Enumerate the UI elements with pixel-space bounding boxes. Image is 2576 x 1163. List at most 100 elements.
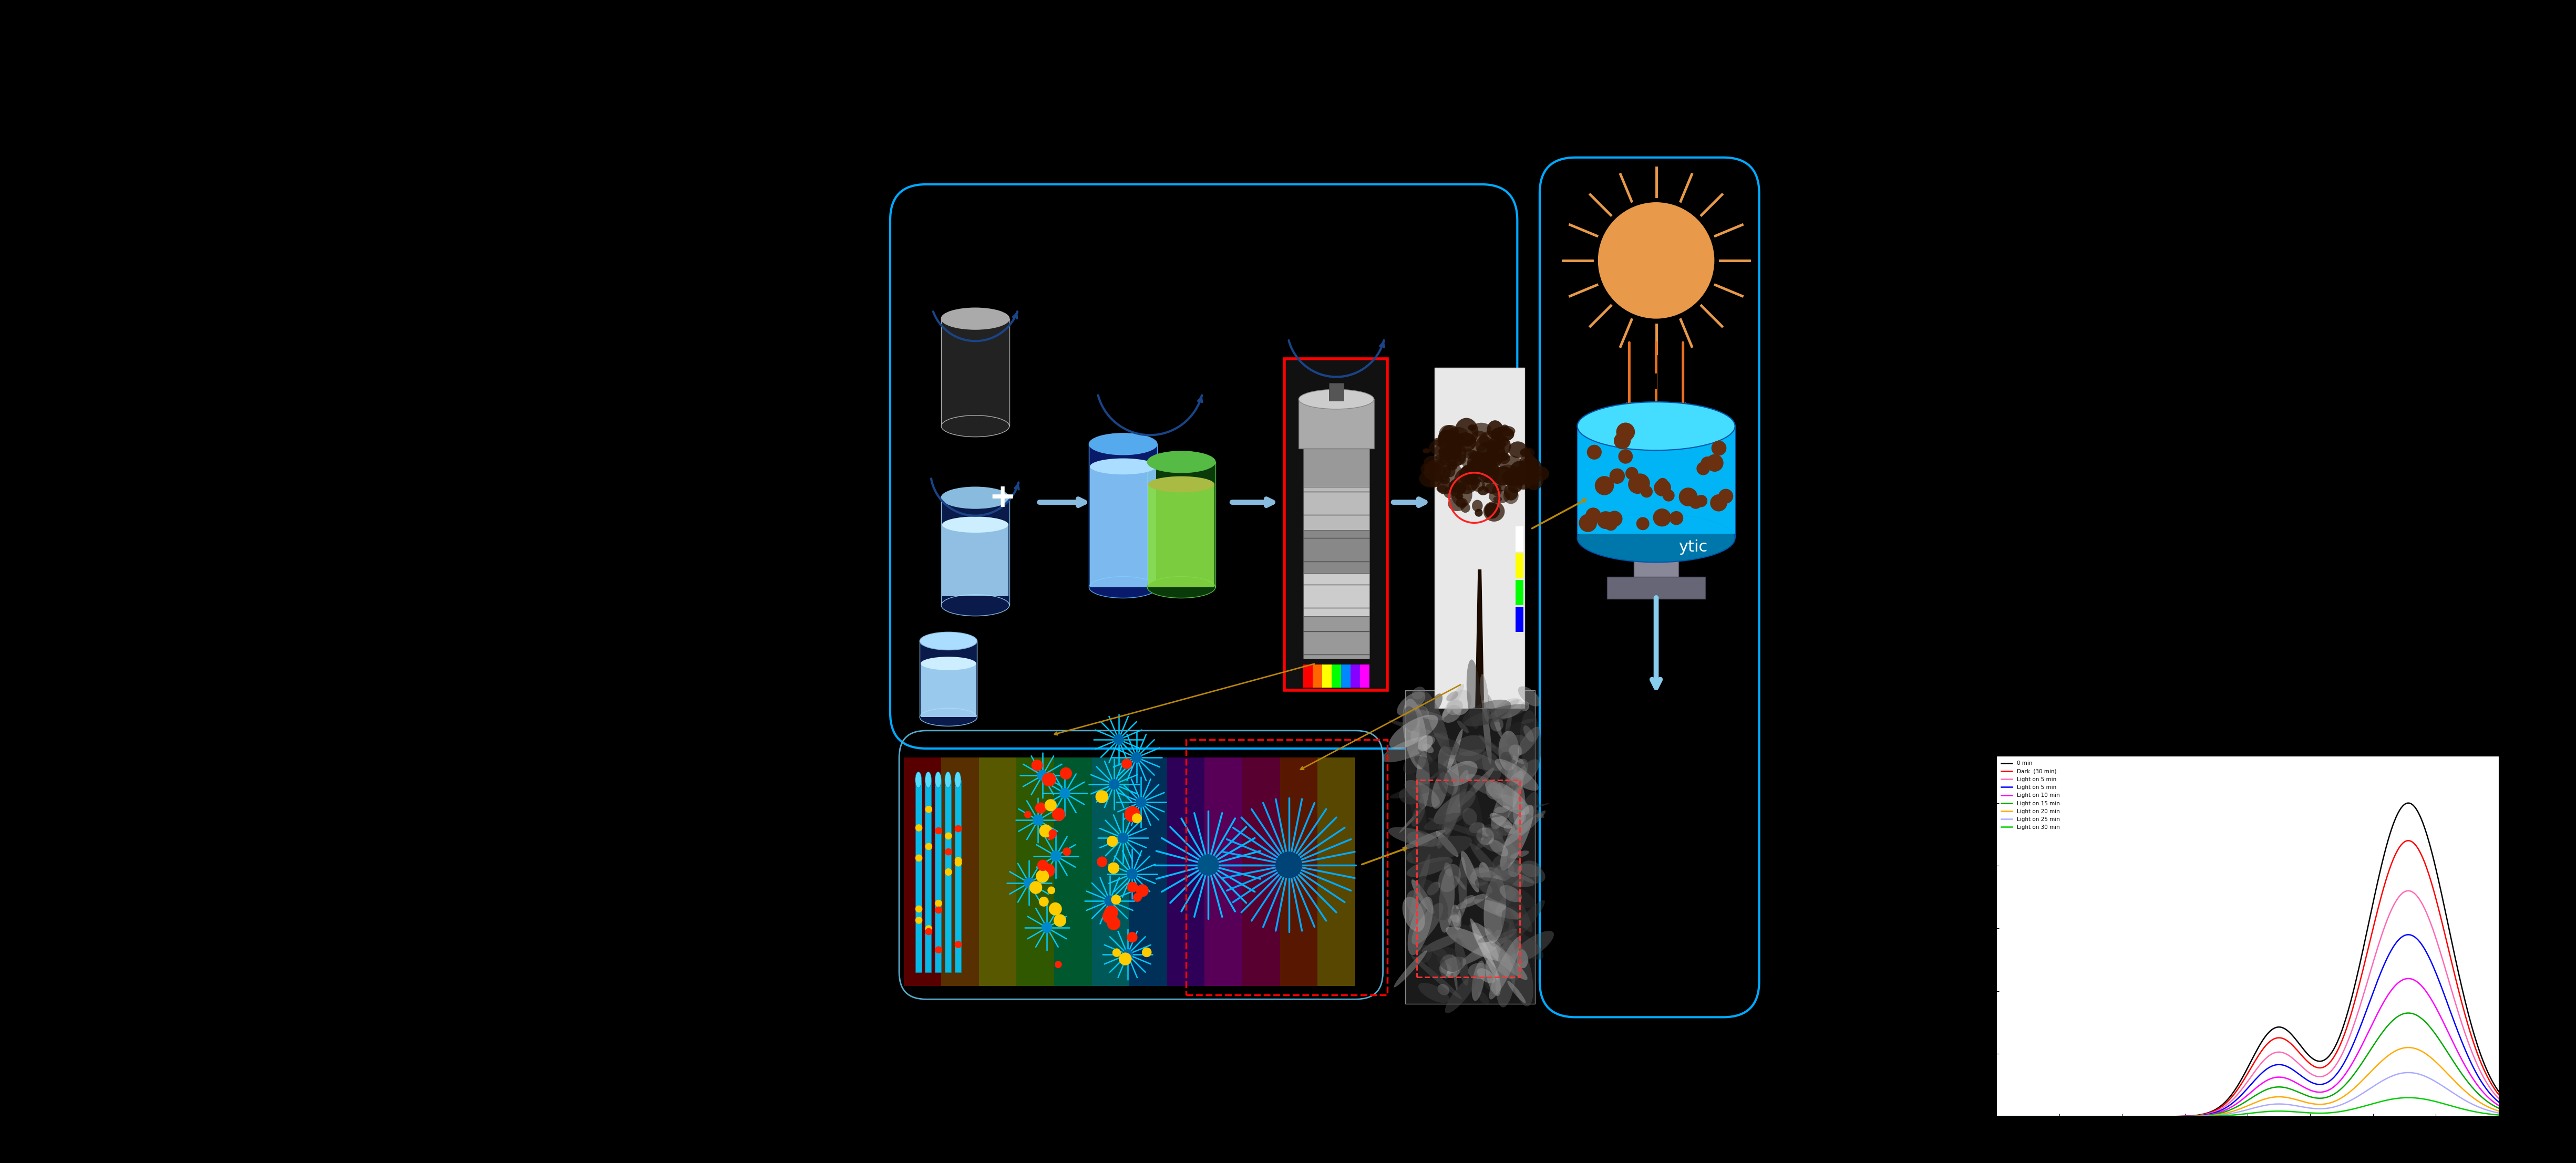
Ellipse shape: [1440, 955, 1461, 978]
Ellipse shape: [1507, 478, 1522, 493]
Ellipse shape: [1476, 828, 1494, 844]
Bar: [1515, 554, 1522, 578]
Bar: [1303, 616, 1370, 659]
Ellipse shape: [1388, 720, 1450, 740]
Bar: [1242, 757, 1280, 986]
Ellipse shape: [1425, 692, 1450, 754]
Circle shape: [1628, 475, 1646, 494]
Line: Light on 20 min: Light on 20 min: [1996, 1048, 2499, 1116]
Light on 5 min: [1981, 1110, 2012, 1123]
Circle shape: [1118, 833, 1128, 843]
Circle shape: [1136, 884, 1149, 897]
Light on 20 min: [2277, 1092, 2308, 1106]
Ellipse shape: [1435, 444, 1453, 461]
Circle shape: [1597, 512, 1615, 529]
Ellipse shape: [1406, 849, 1414, 863]
Ellipse shape: [1417, 705, 1430, 718]
Ellipse shape: [1577, 514, 1736, 562]
Circle shape: [1636, 518, 1649, 530]
Light on 5 min: [2406, 896, 2437, 909]
Ellipse shape: [1146, 577, 1216, 598]
Ellipse shape: [1494, 821, 1515, 836]
Light on 20 min: [1984, 1110, 2014, 1123]
Ellipse shape: [1504, 825, 1515, 834]
Ellipse shape: [1492, 855, 1507, 868]
Circle shape: [935, 947, 943, 954]
Ellipse shape: [1440, 426, 1455, 444]
Ellipse shape: [1507, 469, 1522, 483]
Ellipse shape: [1484, 876, 1507, 943]
Light on 15 min: [2437, 1055, 2468, 1069]
Ellipse shape: [1430, 946, 1448, 957]
Circle shape: [1695, 494, 1708, 507]
Circle shape: [1669, 511, 1682, 525]
Ellipse shape: [1458, 857, 1466, 912]
Ellipse shape: [1479, 880, 1492, 893]
Ellipse shape: [1494, 806, 1510, 813]
Ellipse shape: [1445, 443, 1461, 461]
Ellipse shape: [1394, 950, 1427, 987]
Ellipse shape: [1450, 690, 1471, 715]
Circle shape: [1597, 202, 1716, 319]
Ellipse shape: [1484, 961, 1507, 991]
Ellipse shape: [1430, 440, 1453, 456]
Ellipse shape: [1437, 479, 1453, 494]
Ellipse shape: [1479, 935, 1528, 980]
Ellipse shape: [1471, 422, 1492, 436]
Bar: [1406, 691, 1535, 1004]
Ellipse shape: [1412, 686, 1425, 699]
Bar: [935, 780, 940, 972]
Light on 30 min: [1981, 1110, 2012, 1123]
Light on 5 min: [2287, 1071, 2318, 1085]
Ellipse shape: [1520, 701, 1530, 712]
Ellipse shape: [1499, 730, 1520, 771]
Ellipse shape: [940, 415, 1010, 437]
Ellipse shape: [1473, 868, 1499, 882]
Ellipse shape: [1520, 448, 1535, 458]
Circle shape: [1038, 859, 1048, 871]
Ellipse shape: [1476, 877, 1535, 908]
Dark  (30 min): [2406, 848, 2437, 862]
Ellipse shape: [1494, 759, 1538, 791]
Ellipse shape: [1473, 823, 1499, 847]
Light on 10 min: [2280, 1076, 2311, 1090]
Ellipse shape: [925, 772, 933, 787]
Circle shape: [1641, 485, 1654, 498]
Ellipse shape: [1437, 864, 1461, 892]
Ellipse shape: [1486, 484, 1497, 493]
Ellipse shape: [1494, 929, 1520, 979]
Circle shape: [1051, 850, 1061, 862]
Polygon shape: [940, 498, 1010, 605]
Circle shape: [1589, 447, 1602, 457]
Ellipse shape: [1461, 779, 1484, 846]
Circle shape: [945, 869, 953, 876]
Circle shape: [1605, 518, 1618, 530]
Circle shape: [925, 925, 933, 933]
Ellipse shape: [1497, 722, 1522, 748]
Ellipse shape: [956, 772, 961, 787]
Ellipse shape: [1417, 752, 1430, 809]
Ellipse shape: [1479, 927, 1520, 943]
Circle shape: [1108, 779, 1121, 790]
Ellipse shape: [1445, 431, 1461, 449]
Ellipse shape: [1458, 465, 1479, 485]
Ellipse shape: [1484, 502, 1499, 519]
0 min: [1981, 1110, 2012, 1123]
Ellipse shape: [1445, 770, 1468, 835]
Light on 20 min: [2287, 1094, 2318, 1108]
Ellipse shape: [1463, 808, 1476, 826]
Light on 5 min: [2483, 1096, 2514, 1110]
Ellipse shape: [1463, 700, 1512, 727]
Ellipse shape: [1149, 477, 1213, 492]
Ellipse shape: [1425, 468, 1437, 479]
Ellipse shape: [1473, 451, 1484, 465]
Ellipse shape: [1450, 483, 1473, 507]
Dark  (30 min): [2483, 1087, 2514, 1101]
Ellipse shape: [1468, 822, 1484, 833]
Light on 25 min: [2483, 1106, 2514, 1120]
Ellipse shape: [1448, 914, 1461, 927]
0 min: [2437, 942, 2468, 956]
Ellipse shape: [1497, 464, 1520, 485]
Ellipse shape: [1419, 983, 1450, 1003]
Circle shape: [1662, 490, 1674, 501]
